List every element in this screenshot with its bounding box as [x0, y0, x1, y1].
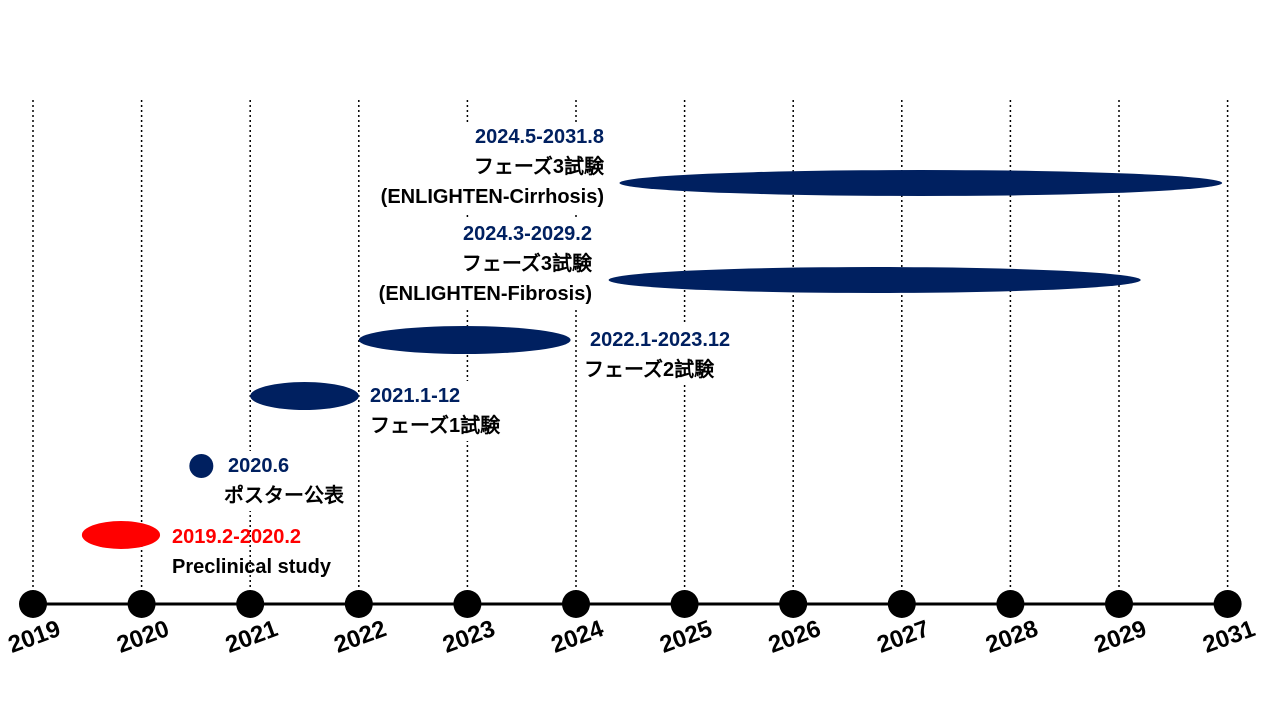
axis-tick-label: 2029	[1091, 615, 1150, 659]
event-label-poster: 2020.6 ポスター公表	[224, 451, 344, 511]
event-label-phase2: 2022.1-2023.12 フェーズ2試験	[584, 325, 731, 385]
event-date: 2024.3-2029.2	[462, 223, 592, 245]
axis-tick-label: 2024	[548, 615, 608, 659]
event-bar-preclinical	[81, 521, 161, 549]
event-bar-phase1	[250, 382, 359, 410]
axis-tick-label: 2025	[656, 615, 715, 659]
axis-tick-label: 2021	[222, 615, 281, 659]
event-date: 2019.2-2020.2	[172, 526, 302, 548]
event-bars	[81, 170, 1223, 549]
event-subtitle: (ENLIGHTEN-Fibrosis)	[378, 283, 592, 305]
event-bar-phase3-cirrhosis	[619, 170, 1223, 196]
event-title: フェーズ1試験	[370, 415, 501, 437]
event-subtitle: (ENLIGHTEN-Cirrhosis)	[380, 186, 604, 208]
axis-tick-label: 2031	[1199, 615, 1258, 659]
axis-tick-marker	[887, 590, 916, 618]
axis-tick-marker	[562, 590, 590, 618]
axis-tick-marker	[670, 590, 699, 618]
event-bar-phase3-fibrosis	[608, 267, 1141, 293]
event-date: 2022.1-2023.12	[590, 329, 731, 351]
event-title: フェーズ3試験	[473, 156, 604, 178]
axis-tick-marker	[344, 590, 373, 618]
axis-tick-marker	[453, 590, 482, 618]
axis-tick-marker	[19, 590, 47, 618]
axis-tick-label: 2020	[113, 615, 172, 659]
event-title: Preclinical study	[172, 556, 331, 578]
event-label-phase3-fibrosis: 2024.3-2029.2 フェーズ3試験 (ENLIGHTEN-Fibrosi…	[378, 219, 592, 309]
axis-tick-marker	[996, 590, 1025, 618]
axis-tick-label: 2022	[331, 615, 390, 659]
time-axis: 2019 2020 2021 2022 2023 2024 2025 2026 2027 2028…	[5, 590, 1259, 659]
axis-tick-marker	[779, 590, 808, 618]
event-bar-poster	[189, 454, 214, 478]
event-date: 2021.1-12	[370, 385, 461, 407]
event-title: フェーズ3試験	[461, 253, 592, 275]
event-date: 2020.6	[228, 455, 290, 477]
event-bar-phase2	[358, 326, 571, 354]
axis-tick-marker	[1105, 590, 1133, 618]
axis-tick-label: 2027	[874, 615, 933, 659]
event-label-phase3-cirrhosis: 2024.5-2031.8 フェーズ3試験 (ENLIGHTEN-Cirrhos…	[380, 122, 604, 212]
axis-tick-marker	[1213, 590, 1242, 618]
event-date: 2024.5-2031.8	[474, 126, 604, 148]
axis-tick-label: 2023	[439, 615, 498, 659]
axis-tick-marker	[236, 590, 265, 618]
axis-tick-marker	[127, 590, 156, 618]
axis-tick-label: 2019	[5, 615, 64, 659]
axis-tick-label: 2026	[765, 615, 824, 659]
event-title: ポスター公表	[224, 485, 344, 507]
event-title: フェーズ2試験	[584, 359, 715, 381]
event-label-preclinical: 2019.2-2020.2 Preclinical study	[172, 522, 331, 582]
axis-tick-label: 2028	[982, 615, 1041, 659]
event-label-phase1: 2021.1-12 フェーズ1試験	[370, 381, 501, 441]
